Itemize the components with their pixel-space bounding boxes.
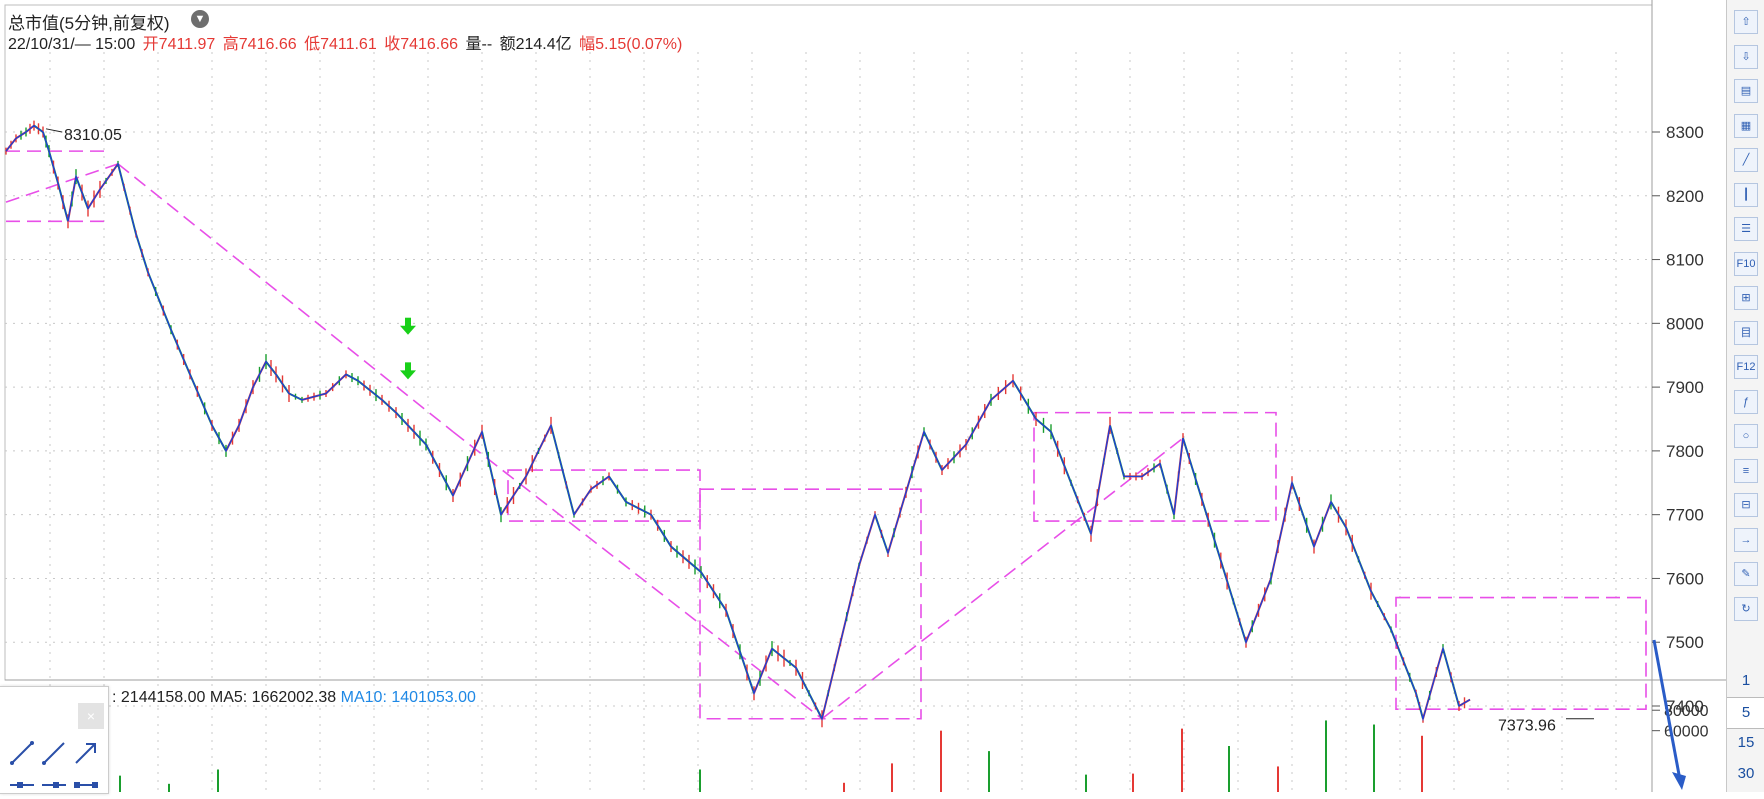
arrow-up-icon[interactable]: ⇧: [1734, 10, 1758, 34]
f10-icon[interactable]: F10: [1734, 251, 1758, 276]
export-icon[interactable]: →: [1734, 527, 1758, 552]
pattern-box: [1395, 596, 1647, 710]
low-price-label: 7373.96: [1498, 718, 1556, 735]
y-tick-label: 7500: [1666, 633, 1704, 652]
volume-tick-label: 60000: [1664, 724, 1709, 741]
info-close: 收7416.66: [384, 36, 459, 53]
info-volume: 量--: [465, 36, 493, 53]
h-segment-dot-icon[interactable]: [40, 771, 68, 799]
volume-bars: [119, 720, 1423, 792]
f12-icon[interactable]: F12: [1734, 355, 1758, 379]
indicator-list-icon[interactable]: ≡: [1734, 458, 1758, 483]
ma5-value: MA5: 1662002.38: [209, 689, 337, 706]
info-change: 幅5.15(0.07%): [579, 36, 683, 53]
plot-frame: [4, 4, 1653, 681]
period-button-15[interactable]: 15: [1737, 734, 1755, 751]
y-tick-label: 7600: [1666, 569, 1704, 588]
chart-title: 总市值(5分钟,前复权): [8, 14, 170, 33]
grid-lines: [4, 0, 1726, 792]
list-icon[interactable]: ☰: [1734, 217, 1758, 241]
tree-icon[interactable]: ⊞: [1734, 286, 1758, 310]
candlestick-icon[interactable]: ┃: [1734, 182, 1758, 207]
h-segment-end-icon[interactable]: [72, 771, 100, 799]
signal-arrow-icon: [400, 362, 416, 380]
high-price-label: 8310.05: [64, 127, 122, 144]
right-toolbar: ⇧ ⇩ ▤ ▦ ╱ ┃ ☰ F10 ⊞ 目 F12 ƒ ○ ≡ ⊟ → ✎ ↻ 1 5 15 30: [1726, 0, 1764, 792]
ohlc-info: 22/10/31/— 15:00 开7411.97 高7416.66 低7411…: [8, 30, 685, 54]
info-low: 低7411.61: [304, 36, 377, 53]
y-tick-label: 8200: [1666, 187, 1704, 206]
zigzag-polyline: [5, 124, 1471, 722]
ma10-value: MA10: 1401053.00: [340, 689, 476, 706]
info-high: 高7416.66: [222, 36, 297, 53]
high-pointer: [45, 128, 63, 133]
arrow-line-icon[interactable]: [72, 739, 100, 767]
volume-axis: 80000 60000: [1652, 703, 1709, 741]
drawn-arrow-head: [1672, 772, 1686, 790]
volume-value: : 2144158.00: [112, 689, 206, 706]
info-datetime: 22/10/31/— 15:00: [8, 36, 136, 53]
pattern-box: [699, 488, 922, 720]
line-segment-icon[interactable]: [8, 739, 36, 767]
price-chart[interactable]: 8300 8200 8100 8000 7900 7800 7700 7600 7500 7400…: [0, 0, 1726, 792]
pencil-icon[interactable]: ✎: [1734, 562, 1758, 586]
chevron-down-icon[interactable]: ▼: [191, 10, 209, 28]
period-button-1[interactable]: 1: [1741, 672, 1751, 689]
pattern-box: [507, 469, 701, 522]
volume-tick-label: 80000: [1664, 703, 1709, 720]
volume-info: : 2144158.00 MA5: 1662002.38 MA10: 14010…: [112, 689, 476, 707]
chart-table-icon[interactable]: ▤: [1734, 79, 1758, 103]
y-tick-label: 7400: [1666, 697, 1704, 716]
zigzag-lines: [5, 124, 1471, 722]
price-line: [5, 120, 1471, 728]
signal-arrow-icon: [400, 317, 416, 335]
info-open: 开7411.97: [142, 36, 216, 53]
pattern-line: [821, 437, 1184, 720]
y-tick-label: 7700: [1666, 506, 1704, 525]
pattern-box: [1033, 411, 1277, 522]
period-button-5[interactable]: 5: [1727, 697, 1764, 729]
y-tick-label: 8000: [1666, 314, 1704, 333]
circle-icon[interactable]: ○: [1734, 424, 1758, 448]
pattern-line: [117, 163, 454, 433]
price-axis: 8300 8200 8100 8000 7900 7800 7700 7600 7500 7400: [1652, 123, 1704, 716]
chart-marks: 8310.05 7373.96: [45, 127, 1686, 790]
drawn-arrow-line: [1652, 639, 1682, 781]
grid-table-icon[interactable]: ▦: [1734, 113, 1758, 138]
formula-icon[interactable]: ƒ: [1734, 389, 1758, 414]
y-tick-label: 7800: [1666, 442, 1704, 461]
h-segment-icon[interactable]: [8, 771, 36, 799]
arrow-down-icon[interactable]: ⇩: [1734, 44, 1758, 69]
ray-icon[interactable]: [40, 739, 68, 767]
y-tick-label: 8100: [1666, 251, 1704, 270]
notes-icon[interactable]: 目: [1734, 320, 1758, 345]
period-button-30[interactable]: 30: [1737, 765, 1755, 782]
chart-title-bar: 总市值(5分钟,前复权) ▼: [0, 0, 1650, 33]
stack-icon[interactable]: ⊟: [1734, 493, 1758, 517]
y-tick-label: 7900: [1666, 378, 1704, 397]
refresh-icon[interactable]: ↻: [1734, 596, 1758, 621]
y-tick-label: 8300: [1666, 123, 1704, 142]
info-amount: 额214.4亿: [499, 36, 572, 53]
drawing-tools-panel: ×: [0, 686, 109, 794]
close-icon[interactable]: ×: [78, 703, 104, 729]
line-chart-icon[interactable]: ╱: [1734, 148, 1758, 172]
pattern-line: [452, 431, 823, 720]
